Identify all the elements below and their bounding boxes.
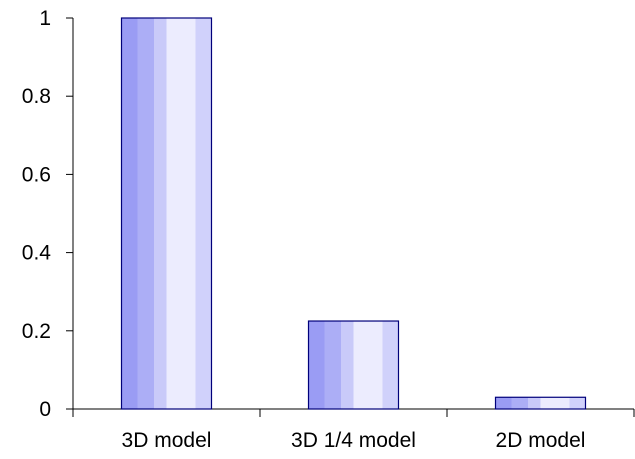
bars-group — [120, 17, 587, 410]
x-tick-label: 2D model — [496, 429, 586, 452]
bar-3 — [494, 396, 587, 410]
bar-outline — [494, 396, 587, 410]
y-tick-label: 0.2 — [22, 320, 51, 343]
bar-fill — [121, 18, 212, 409]
y-tick-label: 0.6 — [22, 163, 51, 186]
bar-outline — [120, 17, 213, 410]
y-tick-label: 0 — [39, 398, 51, 421]
x-tick-label: 3D 1/4 model — [291, 429, 416, 452]
bar-1 — [120, 17, 213, 410]
bar-fill — [308, 321, 399, 409]
x-tick-label: 3D model — [122, 429, 212, 452]
bar-2 — [307, 320, 400, 410]
x-axis: 3D model 3D 1/4 model 2D model — [72, 408, 635, 452]
y-axis: 0 0.2 0.4 0.6 0.8 1 — [22, 7, 74, 421]
bar-fill — [495, 397, 586, 409]
y-tick-label: 0.4 — [22, 242, 52, 265]
bar-outline — [307, 320, 400, 410]
y-tick-label: 1 — [39, 7, 51, 30]
y-tick-label: 0.8 — [22, 85, 51, 108]
